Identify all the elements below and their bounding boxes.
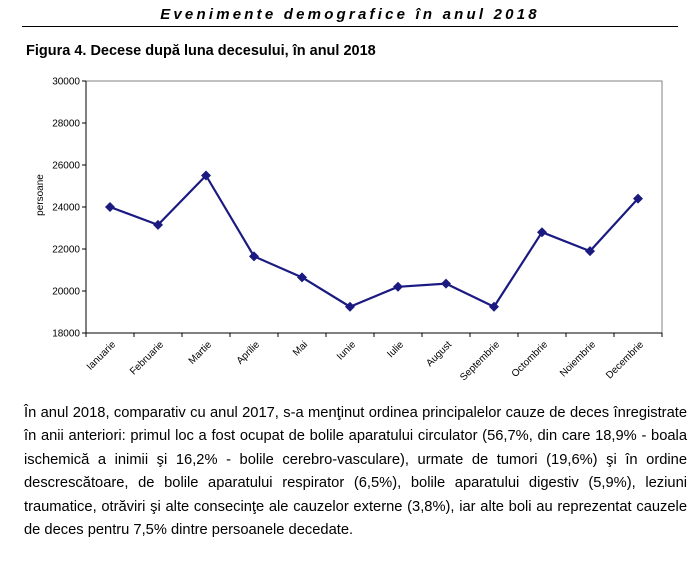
running-header-title: Evenimente demografice în anul 2018 [160,6,540,23]
y-axis-label: persoane [35,174,46,216]
data-point-marker [633,193,643,204]
body-paragraph: În anul 2018, comparativ cu anul 2017, s… [24,405,687,539]
data-point-marker [441,278,451,289]
data-point-marker [153,219,163,230]
y-tick-label: 26000 [52,161,80,172]
x-tick-label: Aprilie [235,339,263,367]
data-point-marker [393,281,403,292]
data-point-marker [537,227,547,238]
x-tick-label: Decembrie [604,339,646,381]
x-tick-label: Mai [291,339,310,358]
line-chart: 18000 20000 22000 24000 26000 28000 30000 perso… [26,68,676,398]
x-tick-label: August [424,339,454,369]
x-tick-label: Iulie [385,339,406,360]
y-tick-label: 28000 [52,119,80,130]
chart-canvas: 18000 20000 22000 24000 26000 28000 30000 perso… [35,77,663,383]
y-tick-label: 22000 [52,245,80,256]
data-point-marker [201,170,211,181]
data-point-marker [489,301,499,312]
y-tick-label: 24000 [52,203,80,214]
data-point-marker [297,272,307,283]
data-point-marker [345,301,355,312]
plot-area-frame [85,80,663,334]
x-tick-label: Septembrie [458,339,502,383]
y-tick-label: 30000 [52,77,80,88]
series-line [109,174,639,308]
data-point-marker [585,246,595,257]
x-tick-label: Ianuarie [85,339,119,373]
running-header: Evenimente demografice în anul 2018 [22,6,678,27]
data-point-marker [105,202,115,212]
y-tick-label: 20000 [52,287,80,298]
figure-title: Figura 4. Decese după luna decesului, în… [26,43,376,59]
x-tick-label: Martie [187,339,215,367]
y-tick-label: 18000 [52,329,80,340]
x-tick-label: Februarie [128,339,166,377]
x-tick-label: Iunie [335,339,358,362]
data-point-marker [249,251,259,262]
x-tick-label: Noiembrie [558,339,598,379]
x-tick-label: Octombrie [510,339,551,380]
